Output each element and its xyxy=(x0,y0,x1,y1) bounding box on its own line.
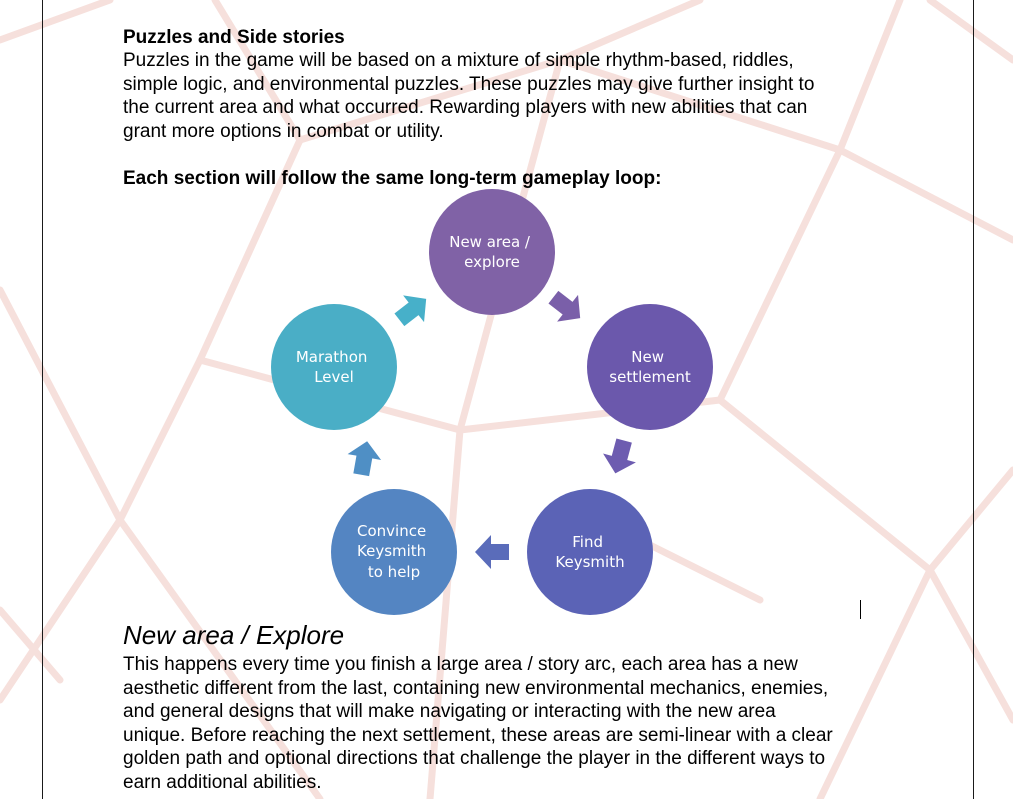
node-circle xyxy=(331,489,457,615)
gameplay-loop-diagram: New area / explore New settlement Find K… xyxy=(271,189,713,615)
cycle-arrow-icon xyxy=(347,441,382,477)
paragraph-line: grant more options in combat or utility. xyxy=(123,120,444,142)
cycle-arrow-icon xyxy=(394,295,427,327)
paragraph-line: This happens every time you finish a lar… xyxy=(123,654,798,675)
node-circle xyxy=(587,304,713,430)
node-label: Marathon Level xyxy=(296,348,372,386)
paragraph-line: aesthetic different from the last, conta… xyxy=(123,677,829,699)
puzzles-section: Puzzles and Side stories Puzzles in the … xyxy=(123,26,903,143)
loop-node-find-keysmith: Find Keysmith xyxy=(527,489,653,615)
paragraph-line: unique. Before reaching the next settlem… xyxy=(123,724,833,746)
node-label: New settlement xyxy=(609,348,691,386)
loop-node-new-area: New area / explore xyxy=(429,189,555,315)
node-label: New area / explore xyxy=(449,233,535,271)
node-label: Find Keysmith xyxy=(555,533,624,571)
paragraph-line: golden path and optional directions that… xyxy=(123,748,826,769)
node-circle xyxy=(271,304,397,430)
page-margin-left-border xyxy=(42,0,43,799)
text-cursor xyxy=(860,600,861,619)
page-margin-right-border xyxy=(973,0,974,799)
puzzles-paragraph: Puzzles in the game will be based on a m… xyxy=(123,49,903,143)
paragraph-line: and general designs that will make navig… xyxy=(123,701,776,722)
loop-node-marathon-level: Marathon Level xyxy=(271,304,397,430)
new-area-paragraph: This happens every time you finish a lar… xyxy=(123,653,903,794)
section-heading-new-area: New area / Explore xyxy=(123,620,345,650)
loop-node-new-settlement: New settlement xyxy=(587,304,713,430)
node-circle xyxy=(527,489,653,615)
loop-heading: Each section will follow the same long-t… xyxy=(123,168,662,189)
paragraph-line: simple logic, and environmental puzzles.… xyxy=(123,73,815,95)
paragraph-line: Puzzles in the game will be based on a m… xyxy=(123,50,794,71)
cycle-arrow-icon xyxy=(475,535,509,569)
node-circle xyxy=(429,189,555,315)
loop-node-convince-keysmith: Convince Keysmith to help xyxy=(331,489,457,615)
puzzles-heading: Puzzles and Side stories xyxy=(123,27,345,48)
cycle-arrow-icon xyxy=(603,438,636,474)
paragraph-line: the current area and what occurred. Rewa… xyxy=(123,97,808,118)
node-label: Convince Keysmith to help xyxy=(357,522,431,581)
cycle-arrow-icon xyxy=(548,290,581,322)
paragraph-line: earn additional abilities. xyxy=(123,771,322,793)
